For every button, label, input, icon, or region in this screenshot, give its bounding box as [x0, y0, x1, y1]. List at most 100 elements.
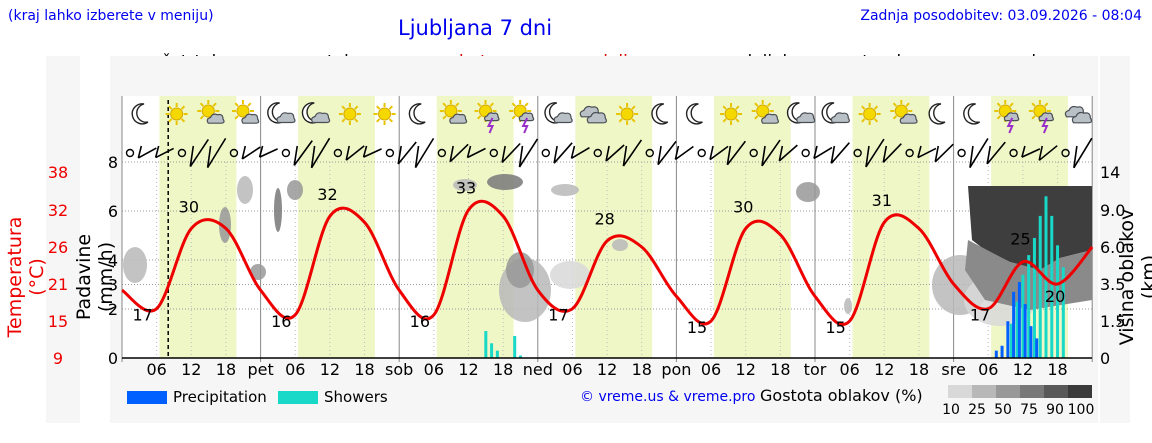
moon-shape — [685, 103, 703, 125]
precipitation-bar — [1029, 326, 1033, 358]
wind-barb — [865, 138, 885, 168]
sun-ray — [180, 118, 186, 123]
wind-barb-flag — [241, 145, 247, 160]
sun-disc — [236, 104, 250, 118]
rain-tick: 3 — [108, 276, 118, 295]
wind-calm — [1009, 148, 1018, 158]
precipitation-bar — [1035, 338, 1039, 358]
wind-barb — [778, 144, 798, 162]
right-margin-band — [1100, 56, 1130, 423]
cloud-tick: 6.0 — [1100, 238, 1125, 257]
daylight-band — [436, 96, 514, 358]
wind-barb-flag — [969, 145, 974, 168]
wind-barb — [259, 148, 278, 158]
temperature-label: 17 — [548, 306, 568, 325]
sun-disc — [863, 107, 877, 121]
wind-barb-flag — [189, 145, 195, 167]
region-hint[interactable]: (kraj lahko izberete v meniju) — [8, 8, 214, 24]
wind-calm — [125, 148, 135, 158]
showers-bar — [1032, 237, 1036, 358]
lightning-bolt — [521, 117, 529, 134]
showers-bar — [1056, 245, 1060, 358]
wind-calm — [177, 148, 187, 158]
sun-ray — [1031, 102, 1036, 107]
moon-shape — [131, 103, 149, 125]
sun-ray — [1044, 102, 1049, 107]
temp-tick: 21 — [48, 275, 68, 294]
lightning-bolt — [1041, 117, 1049, 134]
wind-barb — [467, 147, 486, 159]
temp-tick: 15 — [48, 312, 68, 331]
sun-ray — [388, 105, 394, 110]
hour-tick: 12 — [736, 360, 756, 379]
sun-ray — [341, 118, 346, 123]
wind-barb-flag — [414, 145, 420, 168]
showers-bar — [1027, 255, 1031, 358]
showers-bar — [518, 355, 522, 358]
sun-disc — [201, 104, 215, 118]
wind-barb-flag — [345, 145, 351, 161]
wind-barb-flag — [1038, 145, 1044, 161]
wind-calm — [645, 148, 654, 158]
copyright-link[interactable]: © vreme.us & vreme.pro — [580, 389, 756, 405]
wind-calm — [905, 148, 914, 158]
temperature-label: 25 — [1010, 229, 1030, 248]
rain-axis-label: Padavine (mm/h) — [73, 233, 117, 321]
wind-barb-flag — [518, 145, 524, 168]
hour-tick: 06 — [839, 360, 859, 379]
cloud-cover — [123, 247, 147, 283]
showers-bar — [1061, 267, 1065, 358]
cloud-shape — [899, 113, 918, 124]
wind-barb — [241, 146, 261, 160]
sun-ray — [511, 102, 516, 107]
sun-icon — [616, 103, 639, 125]
wind-barb-flag — [622, 145, 628, 167]
cloud-shape — [586, 111, 608, 124]
moon-icon — [963, 103, 981, 125]
wind-barb-flag — [293, 145, 299, 166]
day-abbr-tick: pon — [661, 360, 691, 379]
cloud-cover — [550, 261, 590, 289]
cloud-shape — [241, 113, 260, 124]
wind-barb-flag — [206, 145, 212, 168]
sun-cloud-icon — [439, 100, 468, 124]
wind-barb-flag — [570, 145, 576, 159]
lightning-bolt — [486, 117, 495, 134]
wind-barb-flag — [813, 145, 818, 159]
scale-swatch — [996, 385, 1020, 398]
temperature-label: 31 — [872, 191, 892, 210]
moon-icon — [651, 103, 669, 125]
cloud-cover — [453, 179, 477, 191]
sun-ray — [455, 102, 460, 107]
sun-ray — [442, 115, 447, 120]
day-abbr-tick: sre — [941, 360, 965, 379]
sun-ray — [180, 105, 186, 110]
temperature-label: 15 — [825, 318, 845, 337]
wind-calm — [697, 148, 706, 158]
last-update: Zadnja posodobitev: 03.09.2026 - 08:04 — [860, 8, 1142, 24]
daylight-band — [713, 96, 791, 358]
showers-bar — [513, 335, 517, 358]
sun-ray — [168, 118, 173, 123]
hour-tick: 12 — [874, 360, 894, 379]
day-abbr-tick: pet — [247, 360, 273, 379]
hour-tick: 12 — [1013, 360, 1033, 379]
temperature-label: 28 — [594, 210, 614, 229]
hour-tick: 06 — [146, 360, 166, 379]
sun-icon — [338, 103, 361, 125]
precipitation-bar — [1006, 321, 1010, 358]
hour-tick: 06 — [285, 360, 305, 379]
showers-swatch — [278, 390, 318, 404]
showers-bar — [495, 350, 499, 358]
cloud-density-title: Gostota oblakov (%) — [760, 386, 923, 405]
wind-barb — [293, 140, 313, 166]
temperature-label: 33 — [456, 179, 476, 198]
wind-calm — [541, 148, 550, 158]
precipitation-bar — [1023, 304, 1027, 358]
showers-bar — [1021, 274, 1025, 358]
wind-barb-flag — [934, 145, 940, 162]
wind-barb-flag — [657, 145, 662, 165]
page-title: Ljubljana 7 dni — [398, 16, 553, 40]
moon-icon — [408, 103, 426, 125]
wind-barb-flag — [865, 145, 870, 168]
